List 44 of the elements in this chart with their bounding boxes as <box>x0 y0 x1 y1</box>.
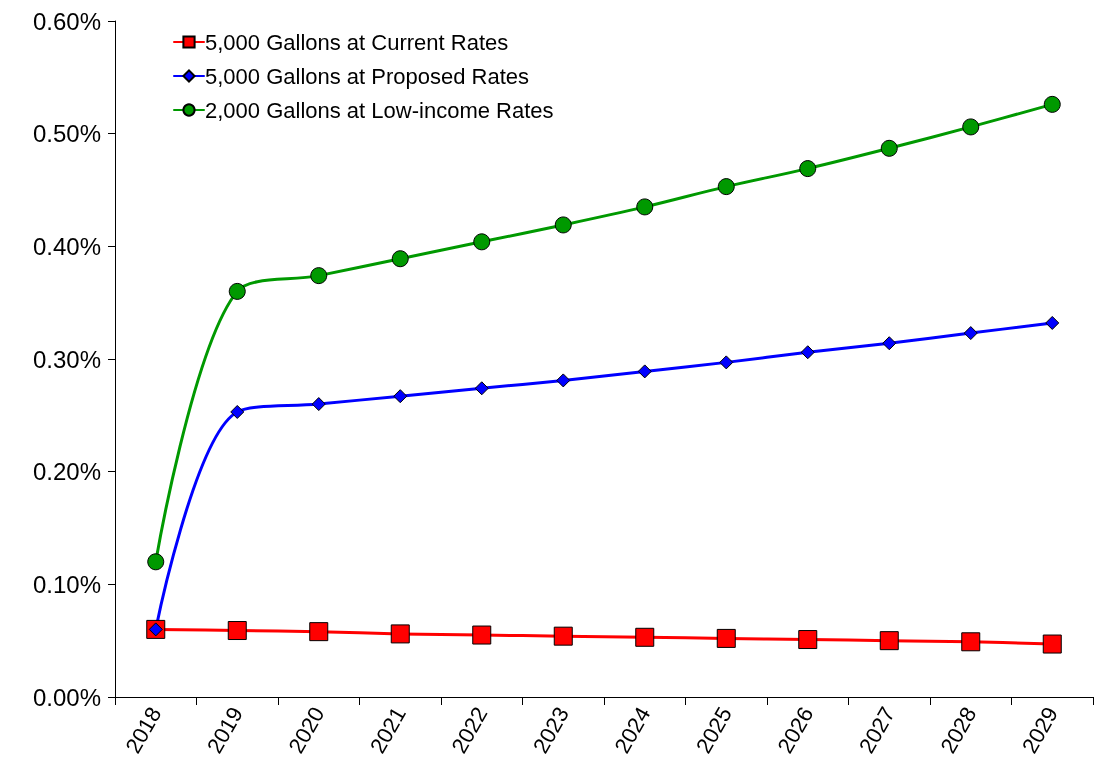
point <box>963 326 978 341</box>
point <box>391 250 409 268</box>
point <box>880 139 898 157</box>
point <box>1043 95 1061 113</box>
point <box>474 381 489 396</box>
y-tick-label: 0.50% <box>32 120 101 148</box>
point <box>473 233 491 251</box>
point <box>882 336 897 351</box>
point <box>962 118 980 136</box>
point <box>393 389 408 404</box>
point <box>227 621 247 641</box>
point <box>719 355 734 370</box>
point <box>472 625 492 645</box>
point <box>228 282 246 300</box>
point <box>800 345 815 360</box>
point <box>311 397 326 412</box>
point <box>1045 315 1060 330</box>
point <box>1042 634 1062 654</box>
legend-label: 5,000 Gallons at Proposed Rates <box>205 63 530 89</box>
y-tick-label: 0.60% <box>32 7 101 35</box>
point <box>230 404 245 419</box>
point <box>879 631 899 651</box>
y-tick-label: 0.30% <box>32 345 101 373</box>
point <box>637 364 652 379</box>
point <box>554 216 572 234</box>
point <box>553 626 573 646</box>
point <box>390 624 410 644</box>
point <box>556 373 571 388</box>
point <box>147 553 165 571</box>
y-tick-label: 0.20% <box>32 458 101 486</box>
point <box>309 622 329 642</box>
y-tick-label: 0.40% <box>32 232 101 260</box>
point <box>798 630 818 650</box>
y-tick-label: 0.00% <box>32 683 101 711</box>
point <box>635 627 655 647</box>
point <box>716 628 736 648</box>
point <box>717 178 735 196</box>
legend-label: 2,000 Gallons at Low-income Rates <box>205 97 554 123</box>
point <box>310 267 328 285</box>
point <box>799 160 817 178</box>
legend-label: 5,000 Gallons at Current Rates <box>205 29 509 55</box>
y-tick-label: 0.10% <box>32 570 101 598</box>
point <box>961 632 981 652</box>
point <box>636 198 654 216</box>
